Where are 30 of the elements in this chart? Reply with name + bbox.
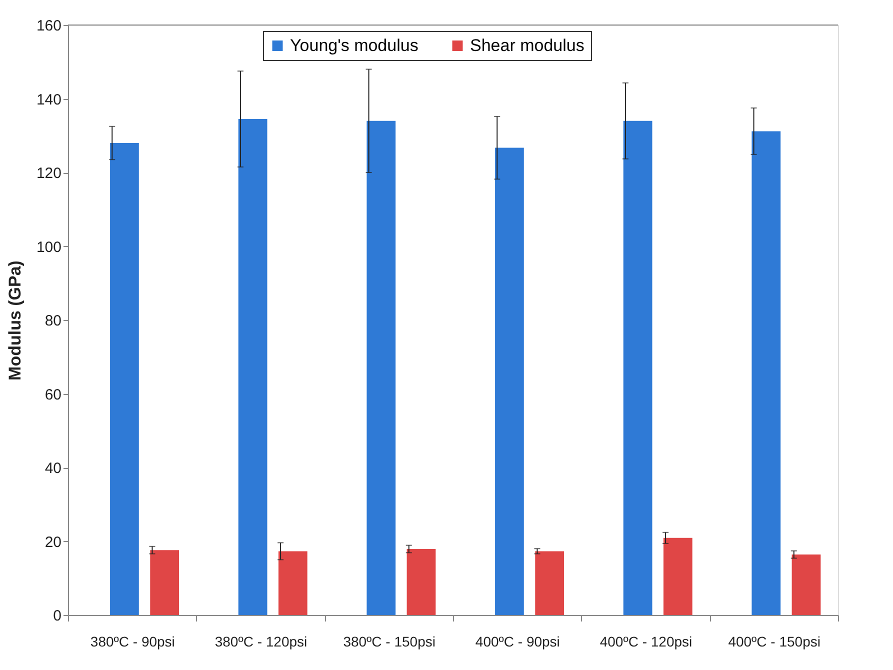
y-axis-title: Modulus (GPa): [5, 260, 24, 380]
bar: [495, 148, 524, 615]
y-tick-label: 40: [44, 460, 62, 477]
y-tick-label: 100: [36, 238, 62, 256]
y-tick-label: 80: [44, 312, 62, 330]
y-tick-label: 20: [44, 534, 62, 551]
y-tick-label: 160: [36, 18, 62, 34]
bar: [110, 143, 139, 615]
bar: [535, 551, 564, 615]
bar: [752, 131, 781, 615]
bar: [406, 548, 436, 615]
x-tick-label: 380ºC - 90psi: [90, 634, 175, 650]
bar: [792, 554, 821, 615]
y-tick-label: 140: [36, 91, 62, 108]
bar: [238, 119, 268, 615]
bar: [278, 551, 308, 615]
y-tick-label: 120: [36, 165, 62, 182]
x-tick-label: 400ºC - 90psi: [475, 634, 560, 650]
x-tick-label: 400ºC - 120psi: [600, 634, 692, 650]
bar: [150, 550, 180, 615]
x-tick-label: 380ºC - 120psi: [214, 634, 308, 650]
bar: [623, 120, 652, 615]
x-tick-label: 380ºC - 150psi: [343, 634, 436, 650]
legend-label: Young's modulus: [290, 36, 418, 55]
y-tick-label: 0: [53, 608, 62, 624]
x-tick-label: 400ºC - 150psi: [728, 634, 820, 650]
legend-label: Shear modulus: [470, 36, 584, 55]
y-tick-label: 60: [44, 386, 62, 404]
bar: [366, 120, 396, 615]
bar: [663, 538, 692, 615]
